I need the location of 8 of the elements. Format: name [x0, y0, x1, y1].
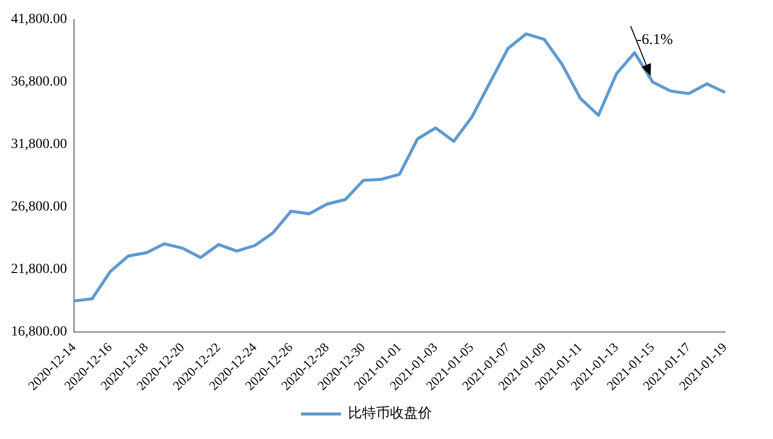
- y-tick-label: 26,800.00: [11, 200, 67, 215]
- y-tick-label: 36,800.00: [11, 74, 67, 90]
- y-tick-label: 16,800.00: [11, 324, 67, 340]
- annotation: -6.1%: [636, 32, 673, 48]
- legend-label: 比特币收盘价: [348, 406, 432, 422]
- y-tick-label: 31,800.00: [11, 137, 67, 152]
- y-tick-label: 21,800.00: [11, 262, 67, 278]
- y-tick-label: 41,800.00: [11, 12, 67, 28]
